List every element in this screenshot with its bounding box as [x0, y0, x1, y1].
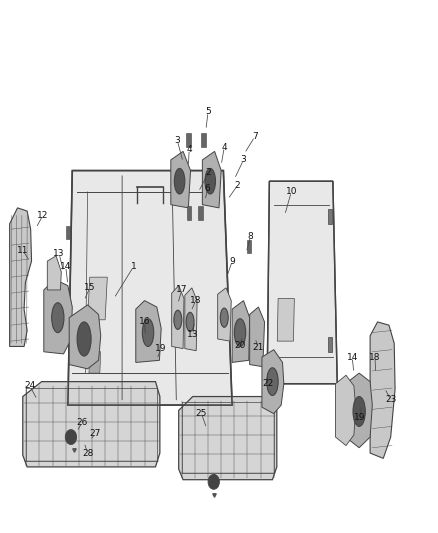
Circle shape: [174, 168, 185, 194]
Text: 13: 13: [187, 330, 198, 339]
Text: 22: 22: [262, 379, 274, 388]
Text: 12: 12: [37, 211, 49, 220]
Bar: [198, 206, 203, 220]
Text: 8: 8: [247, 232, 254, 241]
Circle shape: [267, 368, 278, 395]
Text: 18: 18: [190, 296, 201, 305]
Polygon shape: [262, 350, 284, 414]
Bar: [328, 337, 332, 352]
Text: 3: 3: [174, 136, 180, 145]
Polygon shape: [185, 288, 197, 351]
Text: 1: 1: [131, 262, 137, 271]
Polygon shape: [218, 288, 231, 341]
Text: 6: 6: [205, 184, 211, 193]
Text: 20: 20: [234, 341, 246, 350]
Text: 9: 9: [229, 257, 235, 265]
Text: 21: 21: [253, 343, 264, 352]
Text: 24: 24: [24, 382, 35, 390]
Polygon shape: [267, 181, 337, 384]
Polygon shape: [88, 277, 107, 320]
Text: 13: 13: [53, 249, 65, 258]
Text: 2: 2: [235, 181, 240, 190]
Circle shape: [205, 168, 215, 194]
Text: 23: 23: [385, 395, 396, 404]
Circle shape: [353, 397, 365, 426]
Bar: [186, 133, 191, 147]
Polygon shape: [23, 382, 160, 467]
Circle shape: [220, 308, 228, 327]
Text: 10: 10: [286, 188, 297, 196]
Polygon shape: [232, 301, 250, 362]
Polygon shape: [179, 397, 277, 480]
Text: 7: 7: [252, 132, 258, 141]
Circle shape: [52, 303, 64, 333]
Polygon shape: [370, 322, 395, 458]
Polygon shape: [171, 151, 191, 208]
Text: 26: 26: [77, 418, 88, 426]
Text: 18: 18: [369, 353, 381, 361]
Polygon shape: [68, 171, 232, 405]
Polygon shape: [202, 151, 221, 208]
Ellipse shape: [208, 474, 219, 489]
Text: 25: 25: [196, 409, 207, 418]
Bar: [66, 226, 70, 239]
Polygon shape: [250, 307, 265, 367]
Circle shape: [142, 319, 154, 346]
Polygon shape: [348, 373, 372, 448]
Circle shape: [174, 310, 182, 329]
Text: 3: 3: [240, 156, 247, 164]
Text: 4: 4: [187, 145, 192, 154]
Bar: [187, 206, 191, 220]
Text: 17: 17: [176, 286, 187, 294]
Text: 15: 15: [84, 284, 95, 292]
Text: 19: 19: [354, 414, 366, 422]
Text: 14: 14: [60, 262, 71, 271]
Text: 11: 11: [17, 246, 28, 255]
Polygon shape: [47, 256, 61, 290]
Text: 4: 4: [222, 143, 227, 151]
Polygon shape: [44, 279, 72, 354]
Bar: [328, 209, 332, 224]
Circle shape: [234, 319, 246, 346]
Polygon shape: [172, 286, 184, 349]
Text: 19: 19: [155, 344, 167, 353]
Bar: [201, 133, 206, 147]
Polygon shape: [69, 305, 101, 369]
Polygon shape: [136, 301, 161, 362]
Text: 2: 2: [206, 168, 211, 177]
Circle shape: [77, 322, 91, 356]
Text: 27: 27: [90, 430, 101, 438]
Polygon shape: [10, 208, 32, 346]
Polygon shape: [89, 352, 101, 373]
Polygon shape: [277, 298, 294, 341]
Text: 16: 16: [139, 318, 150, 326]
Text: 5: 5: [205, 108, 211, 116]
Bar: [247, 240, 251, 253]
Ellipse shape: [65, 430, 77, 445]
Polygon shape: [336, 375, 356, 446]
Circle shape: [186, 312, 194, 332]
Text: 28: 28: [82, 449, 93, 457]
Text: 14: 14: [346, 353, 358, 361]
